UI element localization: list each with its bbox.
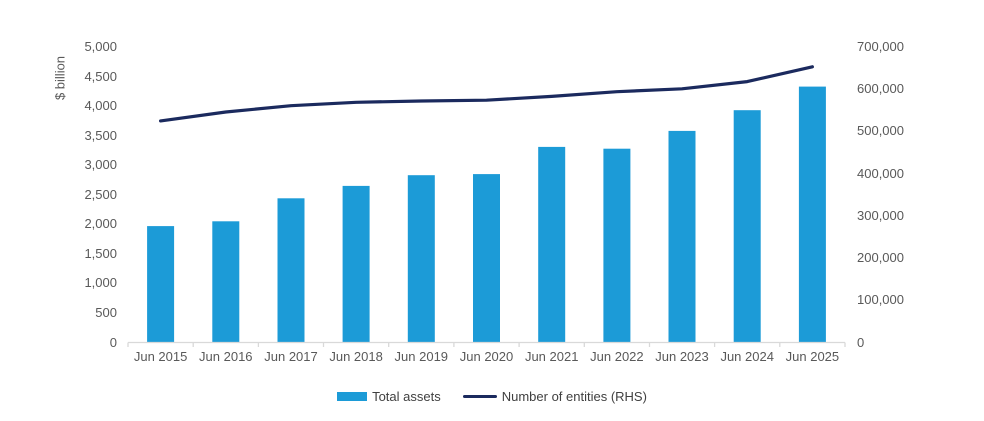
chart-legend: Total assets Number of entities (RHS) — [0, 389, 984, 404]
legend-item-total-assets: Total assets — [337, 389, 441, 404]
x-axis-label: Jun 2017 — [264, 349, 318, 364]
x-axis-label: Jun 2019 — [394, 349, 449, 364]
y-left-tick-label: 1,500 — [84, 245, 117, 261]
x-axis-label: Jun 2022 — [590, 349, 644, 364]
x-axis-label: Jun 2021 — [524, 349, 579, 364]
x-axis-label: Jun 2020 — [459, 349, 514, 364]
x-axis-label: Jun 2025 — [785, 349, 840, 364]
y-right-tick-label: 200,000 — [857, 250, 904, 266]
bar-jun-2022 — [603, 148, 631, 343]
bar-jun-2023 — [668, 130, 696, 343]
y-right-tick-label: 0 — [857, 334, 865, 350]
x-axis-label: Jun 2018 — [329, 349, 383, 364]
y-left-tick-label: 1,000 — [84, 275, 117, 291]
entities-line-series — [159, 65, 815, 123]
y-right-tick-label: 600,000 — [857, 81, 904, 97]
y-left-tick-label: 4,000 — [84, 98, 117, 114]
y-left-tick-label: 0 — [109, 334, 117, 350]
legend-item-number-of-entities: Number of entities (RHS) — [462, 389, 647, 404]
y-right-tick-label: 400,000 — [857, 165, 904, 181]
x-axis-label: Jun 2024 — [720, 349, 774, 364]
y-left-tick-label: 4,500 — [84, 68, 117, 84]
y-right-tick-label: 300,000 — [857, 207, 904, 223]
y-left-tick-label: 500 — [95, 304, 117, 320]
y-right-tick-label: 100,000 — [857, 292, 904, 308]
bar-jun-2019 — [407, 175, 435, 343]
bar-jun-2025 — [798, 86, 826, 343]
y-left-tick-label: 3,500 — [84, 127, 117, 143]
bar-jun-2020 — [473, 174, 500, 343]
y-left-tick-label: 2,500 — [84, 186, 117, 202]
bar-jun-2024 — [733, 110, 761, 343]
y-left-tick-label: 5,000 — [84, 39, 117, 54]
x-axis-label: Jun 2016 — [199, 349, 253, 364]
bar-jun-2021 — [538, 146, 566, 343]
x-axis-label: Jun 2023 — [655, 349, 709, 364]
y-right-tick-label: 500,000 — [857, 123, 904, 139]
legend-label-total-assets: Total assets — [372, 389, 441, 404]
y-left-tick-label: 3,000 — [84, 157, 117, 173]
bar-jun-2015 — [147, 226, 175, 343]
bar-jun-2017 — [277, 198, 305, 343]
legend-label-number-of-entities: Number of entities (RHS) — [501, 389, 647, 404]
x-axis-label: Jun 2015 — [133, 349, 188, 364]
bar-jun-2016 — [212, 221, 240, 343]
total-assets-swatch — [337, 392, 368, 401]
entities-line-marker — [462, 395, 497, 398]
y-right-tick-label: 700,000 — [857, 39, 904, 54]
y-left-tick-label: 2,000 — [84, 216, 117, 232]
bar-jun-2018 — [342, 185, 370, 343]
